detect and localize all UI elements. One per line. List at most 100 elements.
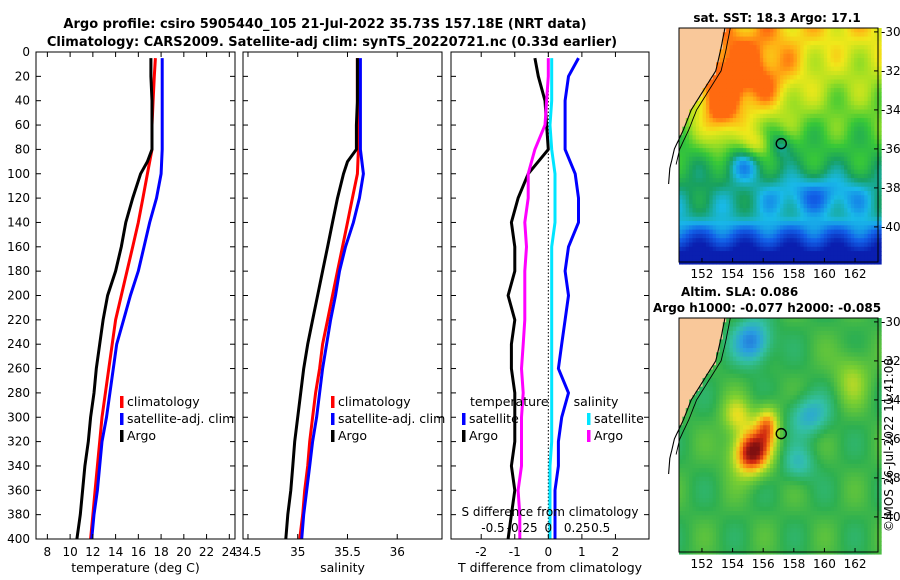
map-cell [716,233,721,239]
map-cell [837,199,842,205]
map-cell [766,126,771,132]
map-cell [820,343,825,349]
map-cell [810,195,815,201]
map-cell [796,238,801,244]
map-cell [837,212,842,218]
map-cell [685,238,690,244]
map-cell [759,143,764,149]
map-cell [705,139,710,145]
map-cell [860,399,865,405]
map-cell [746,49,751,55]
map-cell [746,221,751,226]
map-cell [813,45,818,51]
map-cell [689,156,694,162]
map-cell [705,109,710,115]
map-cell [850,216,855,222]
map-cell [796,139,801,145]
map-cell [796,255,801,261]
map-cell [739,45,744,51]
map-cell [742,75,747,81]
map-cell [702,126,707,132]
map-cell [773,191,778,196]
map-cell [857,126,862,132]
map-cell [732,139,737,145]
map-cell [867,28,872,33]
map-cell [736,173,741,179]
map-cell [847,348,852,353]
map-cell [759,173,764,179]
map-cell [753,352,758,358]
map-cell [786,369,791,375]
map-cell [769,203,774,209]
map-cell [753,191,758,196]
map-cell [850,343,855,349]
map-cell [679,135,683,141]
x-tick-label: 34.5 [235,545,262,559]
map-cell [857,199,862,205]
map-cell [830,199,835,205]
map-cell [803,390,808,396]
map-cell [800,32,805,38]
map-cell [756,330,761,336]
map-cell [753,255,758,261]
map-cell [847,330,852,336]
map-cell [877,360,882,366]
map-cell [823,49,828,55]
map-cell [783,242,788,248]
map-cell [756,40,761,46]
map-cell [783,40,788,46]
map-cell [844,408,848,413]
map-cell [746,382,751,388]
map-cell [813,66,818,72]
map-cell [699,66,704,72]
map-cell [844,173,848,179]
map-cell [776,365,781,371]
map-cell [749,118,754,123]
map-cell [833,225,838,231]
map-cell [817,199,822,205]
map-cell [813,399,818,405]
map-cell [860,335,865,341]
map-cell [786,118,791,123]
map-cell [682,58,687,63]
map-cell [766,251,771,256]
map-cell [712,390,717,396]
map-cell [837,118,842,123]
map-cell [840,339,845,345]
map-cell [682,105,687,111]
map-cell [840,36,845,42]
map-cell [682,118,687,123]
map-cell [833,365,838,371]
map-cell [705,96,710,102]
map-cell [817,399,822,405]
map-cell [763,195,768,201]
map-cell [729,339,734,345]
map-cell [780,339,784,345]
map-cell [817,326,822,332]
map-cell [870,360,875,366]
map-cell [796,208,801,214]
map-cell [870,105,875,111]
map-cell [830,208,835,214]
map-cell [739,113,744,119]
map-cell [712,152,717,158]
map-cell [699,365,704,371]
map-cell [726,382,731,388]
map-cell [833,352,838,358]
temperature-plot-area [36,52,235,539]
map-cell [732,255,737,261]
map-cell [679,208,683,214]
map-cell [786,360,791,366]
map-cell [759,28,764,33]
map-cell [712,365,717,371]
map-cell [695,139,700,145]
map-cell [840,143,845,149]
map-cell [702,169,707,175]
map-cell [790,53,795,59]
map-cell [864,169,869,175]
map-cell [813,169,818,175]
map-cell [854,251,859,256]
map-cell [753,382,758,388]
map-cell [702,195,707,201]
map-cell [776,373,781,379]
